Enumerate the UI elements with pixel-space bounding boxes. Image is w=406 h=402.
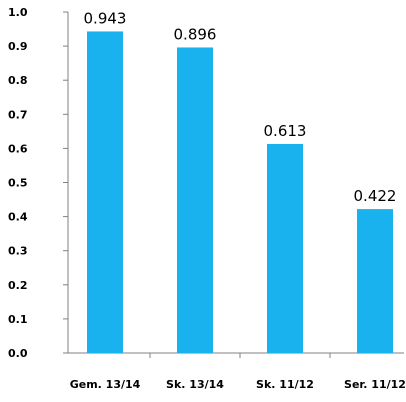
x-tick-label: Sk. 11/12 xyxy=(256,378,314,391)
bar xyxy=(267,143,303,353)
x-tick-label: Ser. 11/12 xyxy=(344,378,406,391)
value-label: 0.422 xyxy=(354,187,397,205)
bar xyxy=(357,209,393,353)
bar xyxy=(177,47,213,354)
y-tick-label: 0.4 xyxy=(8,211,28,224)
y-tick-label: 0.1 xyxy=(8,313,28,326)
value-label: 0.943 xyxy=(84,9,127,27)
value-label: 0.613 xyxy=(264,122,307,140)
x-tick-label: Gem. 13/14 xyxy=(70,378,141,391)
bar-layer xyxy=(87,31,393,354)
bar xyxy=(87,31,123,353)
y-tick-label: 0.7 xyxy=(8,108,28,121)
y-tick-label: 0.3 xyxy=(8,245,28,258)
x-tick-label: Sk. 13/14 xyxy=(166,378,224,391)
value-label: 0.896 xyxy=(174,25,217,43)
axis-layer xyxy=(63,11,404,358)
y-tick-label: 1.0 xyxy=(8,6,28,19)
y-tick-label: 0.0 xyxy=(8,347,28,360)
y-tick-label: 0.6 xyxy=(8,142,28,155)
label-layer: 0.0 0.1 0.2 0.3 0.4 0.5 0.6 0.7 0.8 0.9 1.0 0.943 Ge… xyxy=(8,6,406,391)
y-tick-label: 0.8 xyxy=(8,74,28,87)
y-tick-label: 0.9 xyxy=(8,40,28,53)
y-tick-label: 0.2 xyxy=(8,279,28,292)
y-tick-label: 0.5 xyxy=(8,177,28,190)
